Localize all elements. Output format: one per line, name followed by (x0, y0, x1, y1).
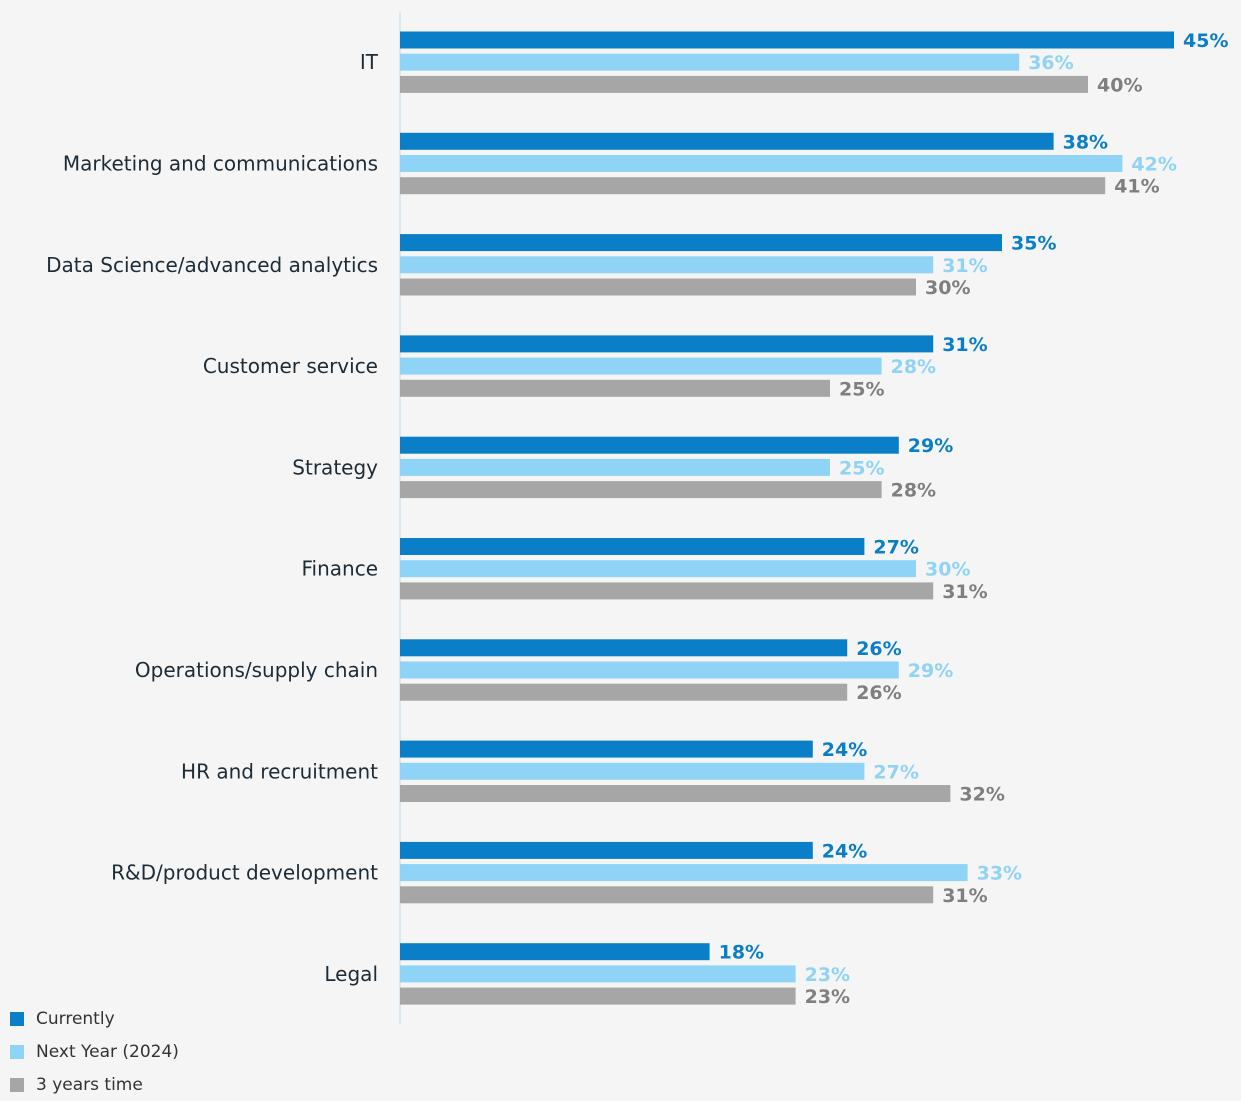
value-label-marketing-and-communications-3-years-time: 41% (1114, 176, 1159, 198)
bar-data-science-advanced-analytics-currently (400, 234, 1002, 252)
value-label-it-currently: 45% (1183, 30, 1228, 52)
bar-data-science-advanced-analytics-3-years-time (400, 278, 916, 296)
bar-legal-currently (400, 943, 710, 961)
bar-it-next-year-2024 (400, 53, 1020, 71)
value-label-strategy-currently: 29% (908, 435, 953, 457)
bar-legal-3-years-time (400, 987, 796, 1005)
value-label-finance-3-years-time: 31% (942, 581, 987, 603)
legend-label-currently: Currently (36, 1008, 115, 1029)
value-label-operations-supply-chain-currently: 26% (856, 638, 901, 660)
value-label-operations-supply-chain-3-years-time: 26% (856, 682, 901, 704)
bar-customer-service-3-years-time (400, 379, 830, 397)
value-label-finance-next-year-2024: 30% (925, 559, 970, 581)
category-label-r-d-product-development: R&D/product development (111, 861, 378, 885)
category-label-operations-supply-chain: Operations/supply chain (135, 658, 378, 682)
category-label-hr-and-recruitment: HR and recruitment (181, 759, 378, 783)
value-label-it-3-years-time: 40% (1097, 74, 1142, 96)
value-label-hr-and-recruitment-3-years-time: 32% (959, 784, 1004, 806)
category-label-it: IT (360, 50, 379, 74)
value-label-data-science-advanced-analytics-next-year-2024: 31% (942, 255, 987, 277)
legend-swatch-next-year (10, 1044, 24, 1059)
bar-hr-and-recruitment-3-years-time (400, 785, 951, 802)
bar-it-3-years-time (400, 75, 1088, 93)
category-label-strategy: Strategy (292, 455, 378, 479)
bar-r-d-product-development-3-years-time (400, 886, 934, 904)
bar-r-d-product-development-next-year-2024 (400, 864, 968, 882)
value-label-marketing-and-communications-next-year-2024: 42% (1131, 154, 1176, 176)
legend-label-next-year: Next Year (2024) (36, 1041, 179, 1062)
value-label-customer-service-currently: 31% (942, 334, 987, 356)
legend-label-3-years: 3 years time (36, 1074, 143, 1095)
legend-swatch-3-years (10, 1077, 24, 1092)
value-label-hr-and-recruitment-next-year-2024: 27% (873, 761, 918, 783)
bar-operations-supply-chain-3-years-time (400, 683, 848, 701)
bar-r-d-product-development-currently (400, 841, 813, 859)
bar-finance-next-year-2024 (400, 560, 916, 578)
bars-group (400, 31, 1174, 1005)
value-labels: 45%36%40%38%42%41%35%31%30%31%28%25%29%2… (719, 30, 1229, 1008)
value-label-hr-and-recruitment-currently: 24% (822, 739, 867, 761)
value-label-marketing-and-communications-currently: 38% (1063, 131, 1108, 153)
bar-customer-service-next-year-2024 (400, 357, 882, 375)
bar-legal-next-year-2024 (400, 965, 796, 983)
value-label-legal-currently: 18% (719, 942, 764, 964)
category-label-marketing-and-communications: Marketing and communications (63, 152, 378, 176)
bar-data-science-advanced-analytics-next-year-2024 (400, 256, 934, 274)
bar-it-currently (400, 31, 1174, 49)
bar-strategy-currently (400, 436, 899, 454)
value-label-it-next-year-2024: 36% (1028, 52, 1073, 74)
value-label-r-d-product-development-next-year-2024: 33% (977, 863, 1022, 885)
bar-strategy-next-year-2024 (400, 458, 830, 476)
legend-item-next-year: Next Year (2024) (10, 1035, 179, 1068)
value-label-legal-3-years-time: 23% (805, 986, 850, 1008)
value-label-finance-currently: 27% (873, 537, 918, 559)
category-label-legal: Legal (324, 962, 378, 986)
bar-operations-supply-chain-next-year-2024 (400, 661, 899, 679)
legend: Currently Next Year (2024) 3 years time (10, 1002, 179, 1101)
bar-strategy-3-years-time (400, 481, 882, 499)
value-label-legal-next-year-2024: 23% (805, 964, 850, 986)
value-label-r-d-product-development-currently: 24% (822, 840, 867, 862)
bar-hr-and-recruitment-currently (400, 740, 813, 758)
bar-customer-service-currently (400, 335, 934, 353)
value-label-customer-service-3-years-time: 25% (839, 378, 884, 400)
bar-finance-3-years-time (400, 582, 934, 600)
bar-finance-currently (400, 538, 865, 555)
bar-marketing-and-communications-currently (400, 132, 1054, 150)
category-labels: IT Marketing and communications Data Scien… (46, 50, 379, 986)
legend-item-3-years: 3 years time (10, 1068, 179, 1101)
value-label-r-d-product-development-3-years-time: 31% (942, 885, 987, 907)
bar-marketing-and-communications-3-years-time (400, 177, 1106, 195)
category-label-data-science-advanced-analytics: Data Science/advanced analytics (46, 253, 378, 277)
bar-hr-and-recruitment-next-year-2024 (400, 762, 865, 780)
category-label-customer-service: Customer service (203, 354, 378, 378)
value-label-strategy-next-year-2024: 25% (839, 457, 884, 479)
legend-swatch-currently (10, 1011, 24, 1026)
value-label-customer-service-next-year-2024: 28% (891, 356, 936, 378)
value-label-data-science-advanced-analytics-currently: 35% (1011, 233, 1056, 255)
value-label-data-science-advanced-analytics-3-years-time: 30% (925, 277, 970, 299)
bar-operations-supply-chain-currently (400, 639, 848, 657)
value-label-operations-supply-chain-next-year-2024: 29% (908, 660, 953, 682)
legend-item-currently: Currently (10, 1002, 179, 1035)
bar-marketing-and-communications-next-year-2024 (400, 155, 1123, 172)
value-label-strategy-3-years-time: 28% (891, 480, 936, 502)
category-label-finance: Finance (301, 557, 378, 581)
